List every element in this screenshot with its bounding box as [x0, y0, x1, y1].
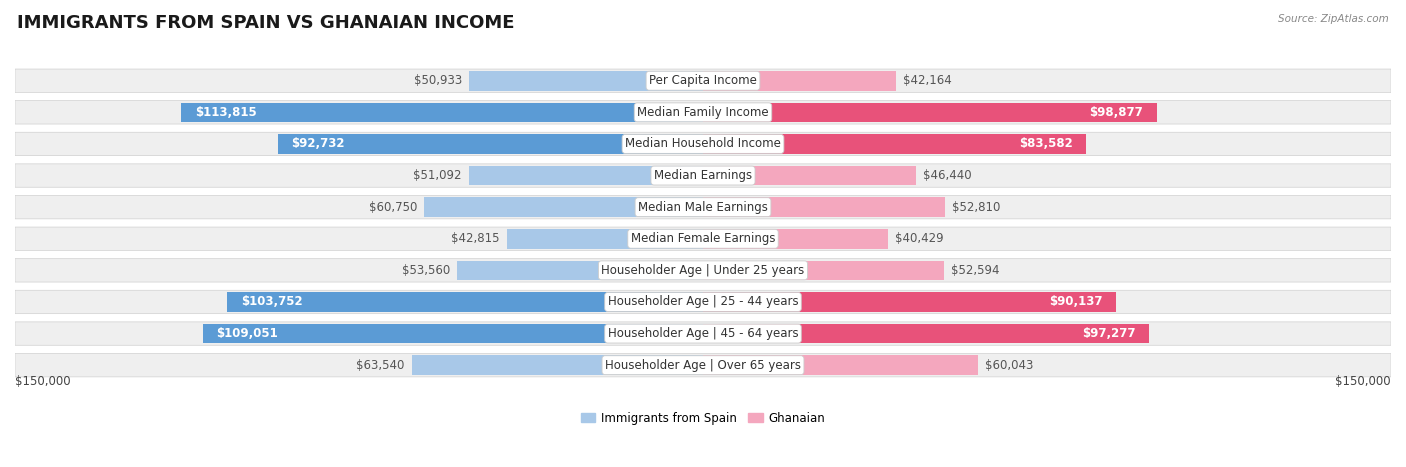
Text: $51,092: $51,092 [413, 169, 461, 182]
Bar [457, 261, 703, 280]
Text: $150,000: $150,000 [15, 375, 70, 388]
Text: $52,810: $52,810 [952, 201, 1001, 214]
FancyBboxPatch shape [15, 290, 1391, 314]
Text: Householder Age | Under 25 years: Householder Age | Under 25 years [602, 264, 804, 277]
Bar [181, 103, 703, 122]
Bar [468, 166, 703, 185]
Bar [703, 355, 979, 375]
Text: Median Female Earnings: Median Female Earnings [631, 232, 775, 245]
Bar [703, 229, 889, 248]
FancyBboxPatch shape [15, 164, 1391, 187]
FancyBboxPatch shape [15, 196, 1391, 219]
Text: Median Male Earnings: Median Male Earnings [638, 201, 768, 214]
Text: $90,137: $90,137 [1049, 296, 1102, 309]
Text: Per Capita Income: Per Capita Income [650, 74, 756, 87]
Text: IMMIGRANTS FROM SPAIN VS GHANAIAN INCOME: IMMIGRANTS FROM SPAIN VS GHANAIAN INCOME [17, 14, 515, 32]
Bar [506, 229, 703, 248]
FancyBboxPatch shape [15, 354, 1391, 377]
FancyBboxPatch shape [15, 322, 1391, 345]
Text: $42,164: $42,164 [903, 74, 952, 87]
Text: $40,429: $40,429 [896, 232, 943, 245]
Bar [703, 261, 945, 280]
Bar [703, 71, 897, 91]
FancyBboxPatch shape [15, 259, 1391, 282]
Text: $53,560: $53,560 [402, 264, 450, 277]
Text: $52,594: $52,594 [950, 264, 1000, 277]
Bar [703, 292, 1116, 312]
FancyBboxPatch shape [15, 227, 1391, 250]
FancyBboxPatch shape [15, 132, 1391, 156]
Text: Householder Age | 45 - 64 years: Householder Age | 45 - 64 years [607, 327, 799, 340]
Bar [703, 103, 1157, 122]
FancyBboxPatch shape [15, 101, 1391, 124]
FancyBboxPatch shape [15, 69, 1391, 92]
Text: Householder Age | Over 65 years: Householder Age | Over 65 years [605, 359, 801, 372]
Text: $63,540: $63,540 [356, 359, 405, 372]
Text: $46,440: $46,440 [922, 169, 972, 182]
Legend: Immigrants from Spain, Ghanaian: Immigrants from Spain, Ghanaian [576, 407, 830, 430]
Bar [703, 324, 1149, 343]
Text: $98,877: $98,877 [1090, 106, 1143, 119]
Text: Median Family Income: Median Family Income [637, 106, 769, 119]
Text: $50,933: $50,933 [415, 74, 463, 87]
Bar [703, 166, 915, 185]
Bar [425, 198, 703, 217]
Text: $60,043: $60,043 [986, 359, 1033, 372]
Bar [470, 71, 703, 91]
Bar [277, 134, 703, 154]
Text: $42,815: $42,815 [451, 232, 499, 245]
Text: $97,277: $97,277 [1083, 327, 1136, 340]
Text: $83,582: $83,582 [1019, 137, 1073, 150]
Text: $92,732: $92,732 [291, 137, 344, 150]
Text: $103,752: $103,752 [240, 296, 302, 309]
Bar [202, 324, 703, 343]
Text: $113,815: $113,815 [194, 106, 256, 119]
Text: Median Earnings: Median Earnings [654, 169, 752, 182]
Text: $109,051: $109,051 [217, 327, 278, 340]
Text: $150,000: $150,000 [1336, 375, 1391, 388]
Text: Median Household Income: Median Household Income [626, 137, 780, 150]
Bar [703, 198, 945, 217]
Text: Source: ZipAtlas.com: Source: ZipAtlas.com [1278, 14, 1389, 24]
Bar [412, 355, 703, 375]
Bar [703, 134, 1087, 154]
Text: $60,750: $60,750 [370, 201, 418, 214]
Text: Householder Age | 25 - 44 years: Householder Age | 25 - 44 years [607, 296, 799, 309]
Bar [228, 292, 703, 312]
